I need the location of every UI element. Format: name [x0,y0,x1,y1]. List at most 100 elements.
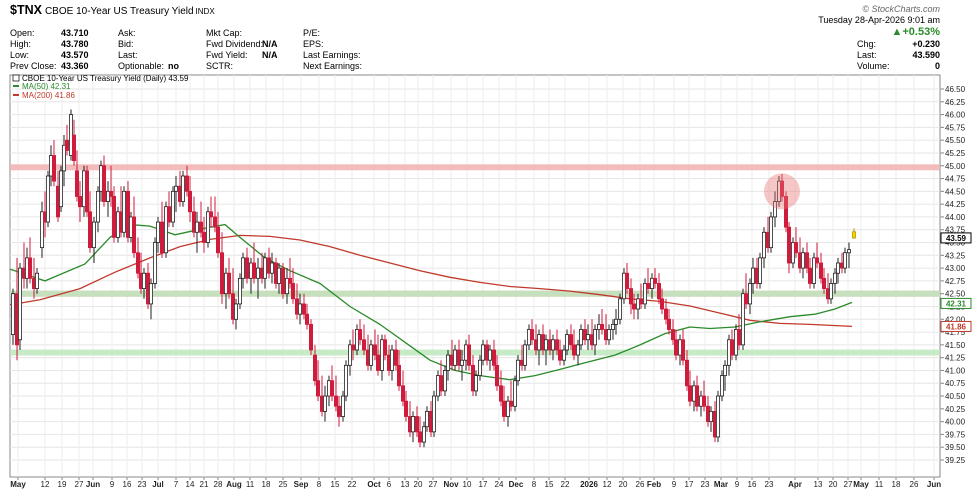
candle-body [723,364,728,376]
candle [333,375,338,412]
candle [576,339,581,366]
candle-body [152,242,157,284]
x-tick-label: 13 [814,480,823,489]
highlight-circle-shape [764,173,800,210]
candle-body [737,329,742,346]
candle-body [65,139,70,151]
candle [833,268,838,294]
candle-body [46,175,51,223]
x-tick-label: 24 [495,480,504,489]
x-tick-label: 6 [387,480,392,489]
y-tick-label: 41.75 [945,328,966,337]
y-tick-label: 45.75 [945,123,966,132]
field-optionable-label: Optionable: [118,61,165,71]
x-tick-label: 8 [532,480,537,489]
price-label: 39.880 [493,0,515,2]
candle [702,380,707,412]
watermark: © StockCharts.com [862,4,940,14]
symbol-title: $TNX CBOE 10-Year US Treasury Yield INDX [10,3,215,17]
candle-body [88,211,93,249]
candle-body [674,339,679,356]
candle [194,211,199,253]
reference-line [10,164,940,171]
y-tick-label: 44.00 [945,213,966,222]
price-label: 44.350 [161,0,183,2]
candle [78,181,83,223]
right-label-box [940,320,972,332]
candle-body [607,329,612,341]
candle [96,186,101,233]
candle [361,324,366,356]
candle-body [393,349,398,366]
candle-body [537,334,542,351]
candle [290,268,295,304]
price-label: 41.080 [566,0,588,2]
x-tick-label: 9 [110,480,115,489]
field-volume-value: 0 [934,61,940,71]
candle-body [685,359,690,387]
candle [410,411,415,443]
y-tick-label: 43.25 [945,251,966,260]
candle [187,175,192,223]
field-ask-label: Ask: [118,28,136,38]
candle-body [709,410,714,423]
y-tick-label: 46.50 [945,85,966,94]
x-tick-label: 20 [414,480,423,489]
candle-body [424,410,429,428]
candle-body [819,262,824,279]
candle [498,370,503,407]
candle-body [340,395,345,417]
candle [400,370,405,407]
candle-body [112,196,117,238]
candle [501,385,506,422]
candle [417,416,422,448]
candle [822,268,827,294]
candle [308,319,313,356]
candle [685,349,690,391]
candle [787,222,792,274]
candle [297,293,302,325]
price-label: 40.830 [319,0,341,2]
candle-body [829,283,834,300]
right-label-text: 41.86 [946,322,967,331]
candle-body [843,252,848,269]
candle [35,268,40,294]
field-optionable-value: no [168,61,179,71]
candle [10,288,15,345]
candle [72,119,77,166]
candle-body [198,221,203,233]
legend: CBOE 10-Year US Treasury Yield (Daily) 4… [12,74,189,100]
x-tick-label: 23 [701,480,710,489]
candle [494,355,499,391]
price-label: 45.180 [97,0,119,2]
candle-body [297,303,302,315]
y-axis: 46.50 46.25 46.00 45.75 45.50 45.25 45.00 44.75… [940,85,966,465]
y-tick-label: 42.50 [945,290,966,299]
candle-body [417,431,422,443]
candle-body [681,339,686,361]
candle-body [833,272,838,284]
candle [847,242,852,269]
candle [336,396,341,427]
candle-body [27,257,32,279]
candle [269,252,274,284]
y-tick-label: 41.25 [945,354,966,363]
candle [244,247,249,284]
candle-body [646,283,651,289]
candle-body [822,277,827,289]
x-tick-label: Jun [927,480,941,489]
y-tick-label: 39.75 [945,430,966,439]
candle [667,309,672,335]
candle-body [758,257,763,284]
candle-body [163,206,168,254]
x-tick-label: Aug [226,480,242,489]
candle [148,278,153,320]
y-tick-label: 42.00 [945,315,966,324]
x-tick-label: 19 [58,480,67,489]
x-tick-label: 27 [75,480,84,489]
x-tick-label: 22 [348,480,357,489]
candle-body [255,267,260,279]
candle-body [720,375,725,397]
candle-body [558,349,563,361]
